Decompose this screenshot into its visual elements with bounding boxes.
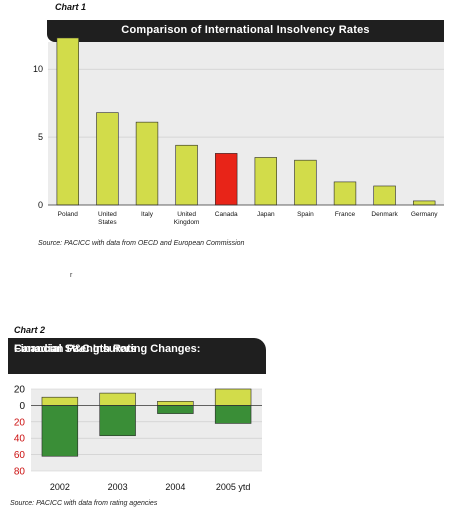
chart2-ytick-label: 80 xyxy=(14,467,26,478)
chart1-xtick-label: Spain xyxy=(297,211,314,218)
chart1-xtick-label: Poland xyxy=(58,211,79,218)
chart2-xtick-label: 2003 xyxy=(108,482,128,492)
chart1-xtick-label: Germany xyxy=(411,211,438,218)
chart2-ytick-label: 60 xyxy=(14,450,26,461)
chart1-xtick-label: United xyxy=(98,211,117,218)
chart1-ytick-label: 10 xyxy=(33,64,43,74)
chart2-ytick-label: 0 xyxy=(19,401,25,412)
chart1-xtick-label: States xyxy=(98,219,117,226)
chart2-bar-downgrade xyxy=(99,405,136,437)
chart1-xtick-label: Kingdom xyxy=(174,219,200,226)
chart2-label: Chart 2 xyxy=(14,325,46,335)
chart2-bar-upgrade xyxy=(99,392,136,406)
chart2-bar-upgrade xyxy=(157,400,194,406)
chart1-xtick-label: United xyxy=(177,211,196,218)
chart2-title-banner: Financial Strength Rating Changes: Canad… xyxy=(8,338,266,374)
chart2-ytick-label: 40 xyxy=(14,434,26,445)
chart2-source: Source: PACICC with data from rating age… xyxy=(10,500,158,507)
chart1-title: Comparison of International Insolvency R… xyxy=(121,24,370,36)
chart1-title-banner: Comparison of International Insolvency R… xyxy=(47,20,444,42)
chart2-xtick-label: 2004 xyxy=(165,482,185,492)
chart2-bar-upgrade xyxy=(41,396,79,406)
chart1-label: Chart 1 xyxy=(55,2,87,12)
chart1-xtick-label: France xyxy=(335,211,356,218)
chart2-ytick-label: 20 xyxy=(14,417,26,428)
stray-mark: r xyxy=(70,272,73,279)
chart2-title-line2: Canadian P&C Insurers xyxy=(14,343,137,355)
chart2-bar-upgrade xyxy=(214,388,252,406)
chart1-ytick-label: 0 xyxy=(38,200,43,210)
chart2-xtick-label: 2005 ytd xyxy=(216,482,251,492)
chart1-ytick-label: 5 xyxy=(38,132,43,142)
chart1-xtick-label: Japan xyxy=(257,211,275,218)
chart1-xtick-label: Italy xyxy=(141,211,154,218)
chart2-bar-downgrade xyxy=(214,405,252,424)
chart1-xtick-label: Canada xyxy=(215,211,238,218)
chart2-title-line1: Financial Strength Rating Changes: xyxy=(14,343,201,355)
chart2-bar-downgrade xyxy=(41,405,79,457)
chart2-ytick-label: 20 xyxy=(14,385,26,396)
chart2-xtick-label: 2002 xyxy=(50,482,70,492)
chart2-bar-downgrade xyxy=(157,405,194,414)
chart1-source: Source: PACICC with data from OECD and E… xyxy=(38,240,245,247)
chart1-xtick-label: Denmark xyxy=(371,211,398,218)
